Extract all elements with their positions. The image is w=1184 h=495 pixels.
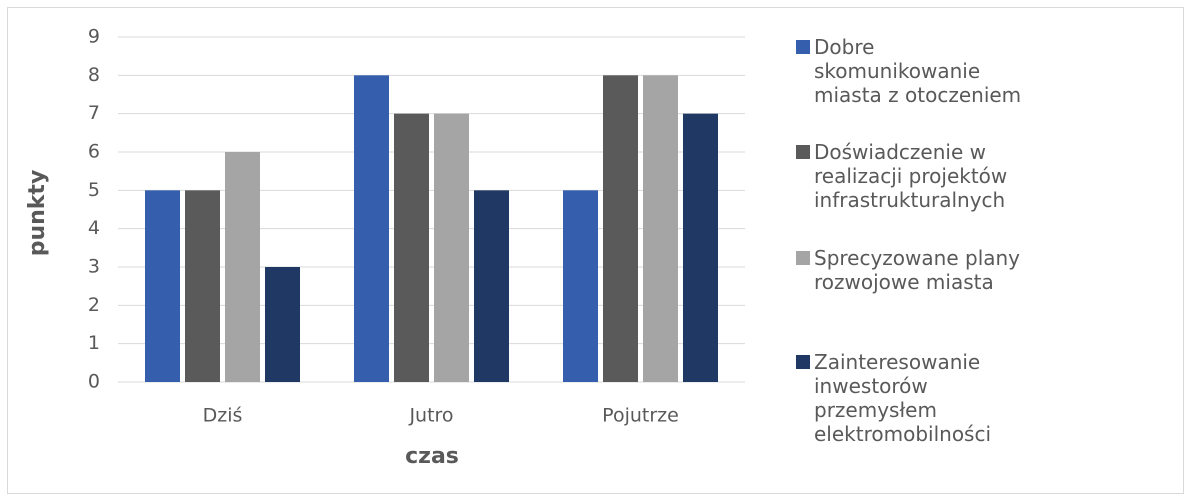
x-tick-label: Pojutrze bbox=[602, 405, 679, 427]
y-tick-label: 1 bbox=[88, 332, 100, 354]
y-tick-label: 2 bbox=[88, 294, 100, 316]
y-axis-title: punkty bbox=[25, 170, 50, 257]
bar bbox=[354, 75, 389, 382]
x-tick-label: Jutro bbox=[408, 405, 453, 427]
bar bbox=[474, 190, 509, 382]
bar bbox=[225, 152, 260, 382]
bar bbox=[434, 113, 469, 383]
legend-swatch bbox=[796, 355, 810, 369]
y-tick-label: 9 bbox=[88, 26, 100, 48]
legend-item: Zainteresowanie inwestorów przemysłem el… bbox=[796, 350, 1046, 446]
x-tick-label: Dziś bbox=[203, 405, 243, 427]
legend-item: Dobre skomunikowanie miasta z otoczeniem bbox=[796, 35, 1046, 107]
bar bbox=[683, 113, 718, 383]
y-tick-label: 4 bbox=[88, 217, 100, 239]
bar bbox=[603, 75, 638, 382]
bar bbox=[185, 190, 220, 382]
legend-label: Dobre skomunikowanie miasta z otoczeniem bbox=[814, 35, 1022, 107]
y-tick-label: 5 bbox=[88, 179, 100, 201]
bar bbox=[145, 190, 180, 382]
legend-item: Doświadczenie w realizacji projektów inf… bbox=[796, 140, 1046, 212]
legend-label: Zainteresowanie inwestorów przemysłem el… bbox=[814, 350, 992, 446]
x-axis-title: czas bbox=[405, 444, 459, 469]
bar bbox=[265, 267, 300, 382]
legend-swatch bbox=[796, 251, 810, 265]
legend-item: Sprecyzowane plany rozwojowe miasta bbox=[796, 246, 1046, 294]
bar bbox=[394, 113, 429, 383]
bar bbox=[563, 190, 598, 382]
y-tick-label: 3 bbox=[88, 256, 100, 278]
legend-swatch bbox=[796, 40, 810, 54]
y-tick-label: 7 bbox=[88, 102, 100, 124]
legend-swatch bbox=[796, 145, 810, 159]
bar bbox=[643, 75, 678, 382]
y-tick-label: 8 bbox=[88, 64, 100, 86]
y-tick-label: 0 bbox=[88, 371, 100, 393]
legend-label: Sprecyzowane plany rozwojowe miasta bbox=[814, 246, 1021, 294]
y-tick-label: 6 bbox=[88, 141, 100, 163]
legend-label: Doświadczenie w realizacji projektów inf… bbox=[814, 140, 1008, 212]
